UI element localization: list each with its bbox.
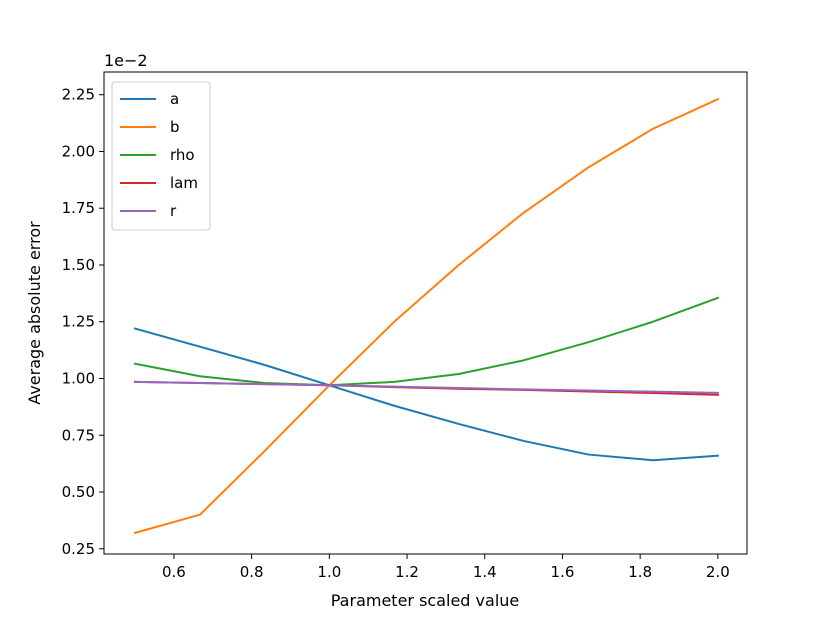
legend-box bbox=[111, 81, 211, 231]
x-axis-label: Parameter scaled value bbox=[331, 591, 520, 610]
y-axis-ticks: 0.25 0.50 0.75 1.00 1.25 1.50 1.75 2.00 2.25 bbox=[62, 86, 104, 558]
y-tick-label: 2.25 bbox=[62, 86, 95, 104]
series-line-r bbox=[134, 380, 719, 394]
x-tick-label: 1.8 bbox=[628, 563, 652, 581]
y-tick-label: 0.75 bbox=[62, 426, 95, 444]
y-tick-label: 1.75 bbox=[62, 199, 95, 217]
y-tick-label: 2.00 bbox=[62, 142, 95, 160]
x-axis-ticks: 0.6 0.8 1.0 1.2 1.4 1.6 1.8 2.0 bbox=[162, 554, 730, 581]
x-tick-label: 0.8 bbox=[240, 563, 264, 581]
x-tick-label: 1.0 bbox=[317, 563, 341, 581]
x-tick-label: 1.2 bbox=[395, 563, 419, 581]
series-lines bbox=[133, 97, 720, 535]
series-line-a bbox=[133, 327, 719, 462]
x-tick-label: 2.0 bbox=[706, 563, 730, 581]
legend-label-r: r bbox=[170, 202, 177, 220]
y-tick-label: 1.25 bbox=[62, 313, 95, 331]
legend: ab rho lam r bbox=[111, 81, 211, 231]
legend-label-b: b bbox=[170, 118, 180, 136]
x-tick-label: 1.6 bbox=[551, 563, 575, 581]
x-tick-label: 0.6 bbox=[162, 563, 186, 581]
x-tick-label: 1.4 bbox=[473, 563, 497, 581]
y-tick-label: 1.50 bbox=[62, 256, 95, 274]
legend-label-rho: rho bbox=[170, 146, 195, 164]
legend-label-lam: lam bbox=[170, 174, 198, 192]
plot-frame bbox=[103, 71, 748, 555]
series-line-rho bbox=[133, 296, 720, 387]
y-axis-label: Average absolute error bbox=[25, 221, 44, 405]
y-tick-label: 0.50 bbox=[62, 483, 95, 501]
legend-label-a: a bbox=[170, 90, 179, 108]
series-line-b bbox=[133, 97, 720, 535]
y-offset-label: 1e−2 bbox=[104, 51, 148, 70]
y-tick-label: 1.00 bbox=[62, 370, 95, 388]
y-tick-label: 0.25 bbox=[62, 540, 95, 558]
